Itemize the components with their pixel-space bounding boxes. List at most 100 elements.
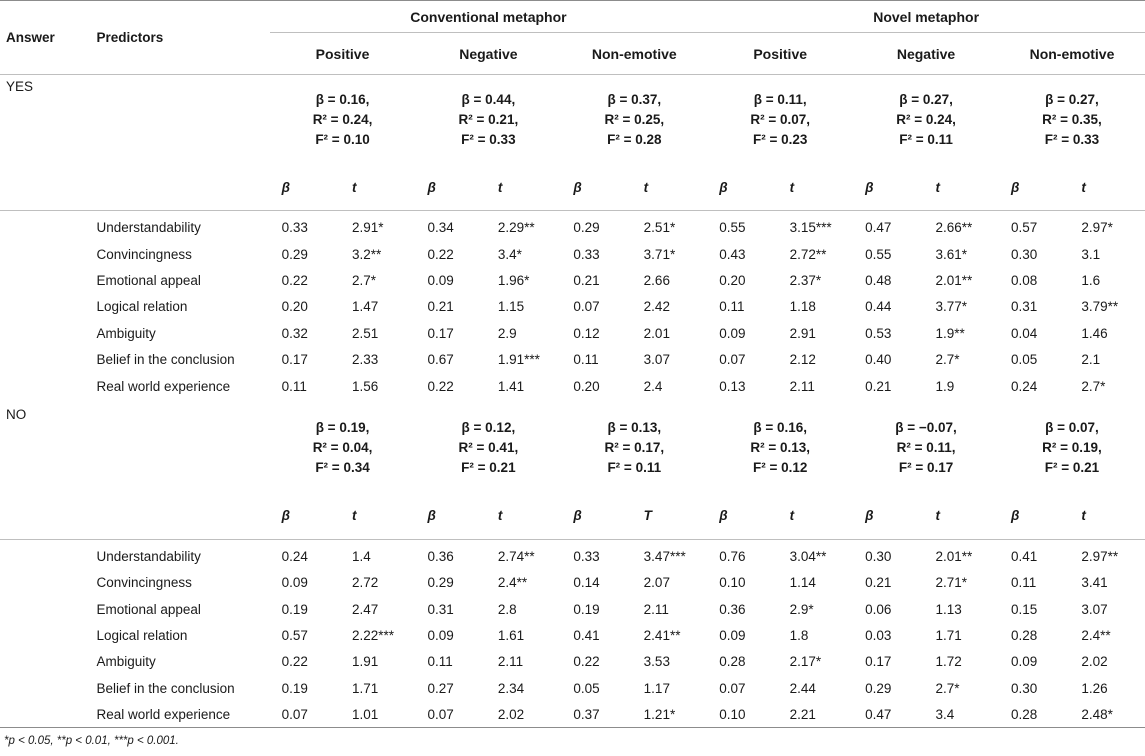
model-r2: R² = 0.24, xyxy=(896,111,956,127)
regression-results-table: Answer Predictors Conventional metaphor … xyxy=(0,0,1145,732)
table-cell: 2.97** xyxy=(1081,548,1119,564)
table-row: Emotional appeal 0.19 2.47 0.31 2.8 0.19 2.11 0… xyxy=(0,596,1145,622)
table-cell: 2.22*** xyxy=(351,628,394,644)
table-cell: 0.22 xyxy=(427,378,454,394)
table-cell: 1.71 xyxy=(351,680,379,696)
predictor-name: Real world experience xyxy=(96,707,231,723)
predictors-header: Predictors xyxy=(90,0,270,75)
table-cell: 0.33 xyxy=(573,548,600,564)
table-cell: 0.09 xyxy=(719,628,746,644)
table-cell: 0.55 xyxy=(865,246,892,262)
table-cell: 2.29** xyxy=(497,220,535,236)
table-cell: 2.7* xyxy=(1081,378,1106,394)
predictor-name: Belief in the conclusion xyxy=(96,680,235,696)
table-cell: 3.61* xyxy=(935,246,967,262)
table-cell: 0.40 xyxy=(865,352,892,368)
table-cell: 0.22 xyxy=(573,654,600,670)
table-row: Belief in the conclusion 0.19 1.71 0.27 2.34… xyxy=(0,675,1145,701)
header-subgroup-row: Positive Negative Non-emotive Positive N… xyxy=(0,32,1145,75)
model-r2: R² = 0.25, xyxy=(604,111,665,127)
table-cell: 1.91 xyxy=(351,654,379,670)
coef-header: β xyxy=(853,164,914,211)
table-cell: 0.29 xyxy=(427,575,454,591)
subgroup-header: Positive xyxy=(269,32,416,75)
table-cell: 0.07 xyxy=(281,707,308,723)
coef-header: t xyxy=(1059,164,1145,211)
subgroup-header: Non-emotive xyxy=(998,32,1145,75)
coef-header: t xyxy=(475,493,562,540)
table-cell: 2.71* xyxy=(935,575,967,591)
coef-header: β xyxy=(998,493,1060,540)
model-beta: β = −0.07, xyxy=(895,420,957,436)
table-cell: 2.9 xyxy=(497,325,517,341)
coef-header: t xyxy=(767,493,854,540)
no-section: NO β = 0.19, R² = 0.04, F² = 0.34 β = 0.12, R… xyxy=(0,403,1145,732)
table-cell: 1.17 xyxy=(643,680,670,696)
model-beta: β = 0.16, xyxy=(315,91,370,107)
coef-header: t xyxy=(1059,493,1145,540)
table-cell: 0.11 xyxy=(281,378,307,394)
table-cell: 3.4 xyxy=(935,707,955,723)
table-cell: 0.43 xyxy=(719,246,746,262)
table-cell: 2.11 xyxy=(643,601,669,617)
model-f2: F² = 0.34 xyxy=(315,460,370,476)
model-beta: β = 0.13, xyxy=(607,420,662,436)
table-cell: 0.11 xyxy=(573,352,599,368)
table-cell: 0.19 xyxy=(573,601,600,617)
table-cell: 2.11 xyxy=(497,654,524,670)
coef-header: β xyxy=(269,164,330,211)
table-cell: 1.26 xyxy=(1081,680,1108,696)
table-cell: 0.19 xyxy=(281,601,308,617)
model-stats: β = 0.11, R² = 0.07, F² = 0.23 xyxy=(707,75,853,165)
model-beta: β = 0.07, xyxy=(1045,420,1099,436)
table-row: Understandability 0.33 2.91* 0.34 2.29** 0.29… xyxy=(0,215,1145,241)
table-cell: 2.34 xyxy=(497,680,525,696)
table-cell: 0.55 xyxy=(719,220,746,236)
table-cell: 1.18 xyxy=(789,299,816,315)
table-cell: 0.33 xyxy=(281,220,308,236)
table-cell: 2.74** xyxy=(497,548,535,564)
table-cell: 3.41 xyxy=(1081,575,1108,591)
table-cell: 0.57 xyxy=(1010,220,1038,236)
table-cell: 2.7* xyxy=(351,272,376,288)
table-row: Ambiguity 0.22 1.91 0.11 2.11 0.22 3.53 0.28 2.1… xyxy=(0,649,1145,675)
table-cell: 2.1 xyxy=(1081,352,1101,368)
model-f2: F² = 0.10 xyxy=(315,131,370,147)
table-cell: 3.47*** xyxy=(643,548,686,564)
model-beta: β = 0.27, xyxy=(899,91,953,107)
model-beta: β = 0.27, xyxy=(1045,91,1099,107)
table-cell: 0.11 xyxy=(427,654,453,670)
table-cell: 2.7* xyxy=(935,352,960,368)
table-cell: 0.57 xyxy=(281,628,308,644)
table-cell: 0.21 xyxy=(865,378,892,394)
table-cell: 2.47 xyxy=(351,601,379,617)
table-cell: 0.32 xyxy=(281,325,308,341)
model-f2: F² = 0.11 xyxy=(607,460,662,476)
table-cell: 0.36 xyxy=(427,548,454,564)
coef-header: β xyxy=(998,164,1060,211)
table-cell: 0.09 xyxy=(719,325,746,341)
table-cell: 2.9* xyxy=(789,601,814,617)
coef-header: t xyxy=(329,164,416,211)
table-cell: 1.14 xyxy=(789,575,816,591)
coef-header: t xyxy=(475,164,562,211)
table-cell: 2.21 xyxy=(789,707,816,723)
model-stats: β = 0.12, R² = 0.41, F² = 0.21 xyxy=(415,403,561,493)
table-row: Understandability 0.24 1.4 0.36 2.74** 0.33 3.… xyxy=(0,543,1145,569)
table-cell: 2.91 xyxy=(789,325,816,341)
model-r2: R² = 0.21, xyxy=(458,111,519,127)
table-cell: 0.47 xyxy=(865,707,892,723)
table-cell: 1.6 xyxy=(1081,272,1101,288)
table-cell: 0.05 xyxy=(573,680,600,696)
table-cell: 0.28 xyxy=(719,654,746,670)
table-cell: 0.30 xyxy=(865,548,892,564)
table-cell: 1.9 xyxy=(935,378,955,394)
subgroup-header: Negative xyxy=(415,32,562,75)
coef-header: t xyxy=(767,164,854,211)
table-cell: 1.15 xyxy=(497,299,525,315)
table-cell: 1.56 xyxy=(351,378,379,394)
model-beta: β = 0.44, xyxy=(461,91,516,107)
predictor-name: Real world experience xyxy=(96,378,231,394)
table-cell: 0.20 xyxy=(719,272,746,288)
table-cell: 2.66 xyxy=(643,272,670,288)
